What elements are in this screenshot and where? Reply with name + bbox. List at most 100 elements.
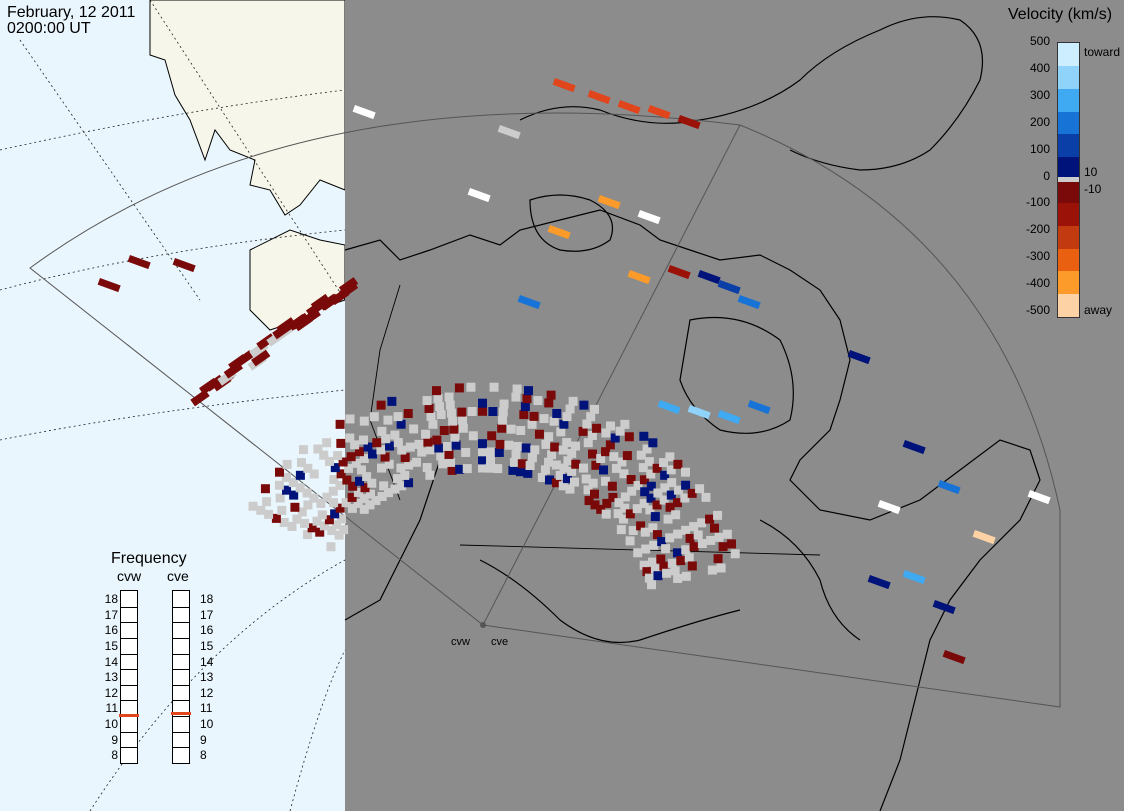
range-gate-cell	[449, 424, 459, 434]
range-gate-cell	[687, 561, 697, 571]
range-gate-cell	[565, 484, 575, 494]
range-gate-cell	[665, 452, 675, 462]
range-gate-cell	[458, 415, 468, 425]
range-gate-cell	[260, 484, 270, 494]
range-gate-cell	[97, 278, 121, 293]
range-gate-cell	[478, 463, 487, 473]
frequency-scale-label: 13	[200, 670, 214, 685]
frequency-marker	[171, 711, 191, 715]
range-gate-cell	[556, 427, 566, 437]
range-gate-cell	[697, 518, 707, 528]
frequency-scale-label: 15	[200, 638, 214, 653]
range-gate-cell	[681, 545, 691, 555]
frequency-radar-cvw-label: cvw	[117, 568, 142, 584]
range-gate-cell	[639, 475, 649, 485]
range-gate-cell	[488, 407, 498, 417]
range-gate-cell	[380, 452, 390, 462]
range-gate-cell	[360, 483, 370, 493]
range-gate-cell	[446, 457, 456, 467]
range-gate-cell	[295, 470, 305, 480]
range-gate-cell	[319, 521, 329, 531]
range-gate-cell	[648, 523, 658, 533]
range-gate-cell	[397, 445, 407, 455]
range-gate-cell	[359, 416, 369, 426]
range-gate-cell	[303, 463, 313, 473]
frequency-scale-box	[119, 590, 139, 764]
range-gate-cell	[558, 445, 568, 455]
range-gate-cell	[381, 434, 391, 444]
range-gate-cell	[932, 600, 956, 615]
range-gate-cell	[737, 295, 761, 310]
range-gate-cell	[319, 450, 329, 460]
range-gate-cell	[685, 533, 695, 543]
range-gate-cell	[288, 478, 298, 488]
range-gate-cell	[458, 423, 468, 433]
frequency-tick	[173, 731, 189, 733]
frequency-tick	[173, 653, 189, 655]
range-gate-cell	[587, 431, 597, 441]
range-gate-cell	[372, 438, 382, 448]
frequency-scale-label: 11	[105, 701, 118, 716]
range-gate-cell	[426, 411, 436, 421]
range-gate-cell	[667, 558, 677, 568]
range-gate-cell	[298, 445, 308, 455]
range-gate-cell	[433, 394, 443, 404]
range-gate-cell	[659, 458, 669, 468]
range-gate-cell	[716, 563, 726, 573]
range-gate-cell	[1027, 490, 1051, 505]
range-gate-cell	[393, 412, 403, 422]
range-gate-cell	[367, 478, 377, 488]
range-gate-cell	[335, 503, 345, 513]
range-gate-cell	[324, 515, 334, 525]
colorbar-inner-tick-neg: -10	[1084, 182, 1102, 196]
range-gate-cell	[494, 447, 504, 457]
alaska-land	[149, 0, 346, 216]
range-gate-cell	[620, 492, 630, 502]
frequency-scale-label: 8	[200, 748, 207, 763]
range-gate-cell	[353, 498, 363, 508]
range-gate-cell	[672, 548, 682, 558]
range-gate-cell	[256, 505, 266, 515]
range-gate-cell	[300, 518, 310, 528]
range-gate-cell	[579, 400, 589, 410]
range-gate-cell	[390, 484, 400, 494]
range-gate-cell	[570, 441, 580, 451]
range-gate-cell	[666, 490, 676, 500]
range-gate-cell	[589, 404, 599, 414]
range-gate-cell	[446, 408, 456, 418]
range-gate-cell	[713, 510, 723, 520]
colorbar-tick-label: 300	[1029, 87, 1050, 102]
range-gate-cell	[552, 408, 562, 418]
range-gate-cell	[638, 463, 648, 473]
range-gate-cell	[332, 520, 342, 530]
range-gate-cell	[697, 539, 707, 549]
range-gate-cell	[617, 99, 641, 115]
range-gate-cell	[628, 526, 638, 536]
range-gate-cell	[639, 560, 649, 570]
range-gate-cell	[425, 445, 435, 455]
range-gate-cell	[546, 390, 556, 400]
range-gate-cell	[499, 399, 509, 409]
range-gate-cell	[667, 478, 677, 488]
range-gate-cell	[281, 472, 291, 482]
range-gate-cell	[431, 386, 441, 396]
time-label: 0200:00 UT	[7, 20, 91, 37]
range-gate-cell	[582, 419, 592, 429]
range-gate-cell	[652, 500, 662, 510]
range-gate-cell	[619, 469, 629, 479]
range-gate-cell	[486, 455, 496, 465]
range-gate-cell	[296, 458, 306, 468]
range-gate-cell	[583, 485, 593, 495]
range-gate-cell	[290, 502, 300, 512]
range-gate-cell	[601, 447, 611, 457]
range-gate-cell	[676, 556, 686, 566]
frequency-scale-label: 8	[111, 748, 118, 763]
range-gate-cell	[625, 536, 635, 546]
colorbar-segment	[1058, 134, 1079, 159]
frequency-tick	[121, 637, 137, 639]
range-gate-cell	[282, 459, 292, 469]
range-gate-cell	[656, 554, 666, 564]
range-gate-cell	[544, 457, 554, 467]
frequency-scale-label: 13	[104, 670, 118, 685]
frequency-scale-label: 14	[200, 654, 214, 669]
